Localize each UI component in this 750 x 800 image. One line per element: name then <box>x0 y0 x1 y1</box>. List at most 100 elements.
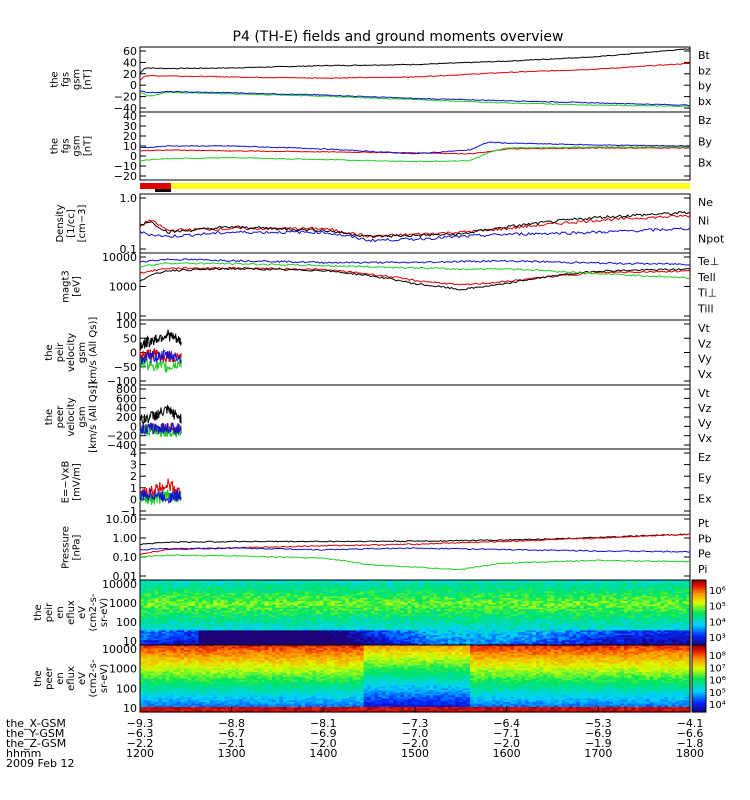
heatmap-cell <box>239 630 244 633</box>
heatmap-cell <box>312 599 317 602</box>
heatmap-cell <box>224 594 229 597</box>
heatmap-cell <box>367 584 372 588</box>
heatmap-cell <box>319 615 324 618</box>
heatmap-cell <box>308 588 313 591</box>
heatmap-cell <box>371 606 376 609</box>
heatmap-cell <box>239 580 244 583</box>
heatmap-cell <box>297 643 302 646</box>
y-axis-label-line: the <box>33 604 44 620</box>
heatmap-cell <box>323 583 328 586</box>
heatmap-cell <box>279 596 284 599</box>
heatmap-cell <box>349 623 354 627</box>
heatmap-cell <box>352 638 357 641</box>
heatmap-cell <box>286 630 291 633</box>
heatmap-cell <box>279 594 284 597</box>
heatmap-cell <box>290 632 295 635</box>
heatmap-cell <box>235 623 240 627</box>
heatmap-cell <box>217 640 222 643</box>
heatmap-cell <box>305 622 310 625</box>
heatmap-cell <box>290 607 295 610</box>
heatmap-cell <box>286 641 291 644</box>
heatmap-cell <box>360 589 365 592</box>
heatmap-cell <box>330 589 335 592</box>
heatmap-cell <box>250 596 255 599</box>
heatmap-cell <box>250 581 255 584</box>
heatmap-cell <box>162 638 167 641</box>
heatmap-cell <box>360 591 365 594</box>
heatmap-cell <box>257 610 262 614</box>
heatmap-cell <box>257 630 262 633</box>
heatmap-cell <box>360 612 365 615</box>
heatmap-cell <box>378 610 383 614</box>
heatmap-cell <box>268 640 273 643</box>
heatmap-cell <box>261 599 266 602</box>
heatmap-cell <box>169 606 174 609</box>
heatmap-cell <box>140 640 145 643</box>
heatmap-cell <box>217 591 222 594</box>
heatmap-cell <box>154 593 159 596</box>
heatmap-cell <box>209 597 214 601</box>
heatmap-cell <box>198 612 203 615</box>
panel-frame-efield <box>139 448 691 516</box>
heatmap-cell <box>275 622 280 625</box>
heatmap-cell <box>261 606 266 609</box>
heatmap-cell <box>173 630 178 633</box>
heatmap-cell <box>140 594 145 597</box>
heatmap-cell <box>235 632 240 635</box>
heatmap-cell <box>349 636 354 640</box>
heatmap-cell <box>151 588 156 591</box>
heatmap-cell <box>162 599 167 602</box>
heatmap-cell <box>360 580 365 583</box>
heatmap-cell <box>239 620 244 623</box>
heatmap-cell <box>187 632 192 635</box>
heatmap-cell <box>231 641 236 644</box>
heatmap-cell <box>341 604 346 607</box>
heatmap-cell <box>250 636 255 640</box>
heatmap-cell <box>187 612 192 615</box>
heatmap-cell <box>162 596 167 599</box>
y-axis-label-line: gsm <box>72 69 83 90</box>
heatmap-cell <box>224 612 229 615</box>
heatmap-cell <box>165 643 170 646</box>
heatmap-cell <box>184 625 189 628</box>
heatmap-cell <box>253 615 258 618</box>
heatmap-cell <box>224 583 229 586</box>
heatmap-cell <box>154 627 159 630</box>
heatmap-cell <box>371 635 376 638</box>
heatmap-cell <box>220 601 225 604</box>
heatmap-cell <box>250 612 255 615</box>
heatmap-cell <box>345 597 350 601</box>
heatmap-cell <box>308 625 313 628</box>
heatmap-cell <box>286 602 291 605</box>
heatmap-cell <box>228 610 233 614</box>
heatmap-cell <box>191 584 196 588</box>
heatmap-cell <box>272 599 277 602</box>
heatmap-cell <box>374 589 379 592</box>
heatmap-cell <box>231 612 236 615</box>
heatmap-cell <box>165 607 170 610</box>
heatmap-cell <box>162 619 167 622</box>
heatmap-cell <box>308 640 313 643</box>
heatmap-cell <box>224 632 229 635</box>
heatmap-cell <box>316 580 321 583</box>
heatmap-cell <box>268 591 273 594</box>
heatmap-cell <box>349 622 354 625</box>
heatmap-cell <box>389 589 394 592</box>
heatmap-cell <box>371 602 376 605</box>
heatmap-cell <box>272 615 277 618</box>
y-tick-label: −20 <box>114 91 137 104</box>
heatmap-cell <box>382 627 387 630</box>
heatmap-cell <box>202 584 207 588</box>
legend-by: by <box>698 80 712 93</box>
heatmap-cell <box>173 581 178 584</box>
heatmap-cell <box>385 619 390 622</box>
heatmap-cell <box>345 584 350 588</box>
heatmap-cell <box>158 630 163 633</box>
heatmap-cell <box>312 622 317 625</box>
heatmap-cell <box>242 640 247 643</box>
heatmap-cell <box>165 640 170 643</box>
heatmap-cell <box>338 623 343 627</box>
heatmap-cell <box>228 597 233 601</box>
heatmap-cell <box>360 625 365 628</box>
heatmap-cell <box>228 641 233 644</box>
